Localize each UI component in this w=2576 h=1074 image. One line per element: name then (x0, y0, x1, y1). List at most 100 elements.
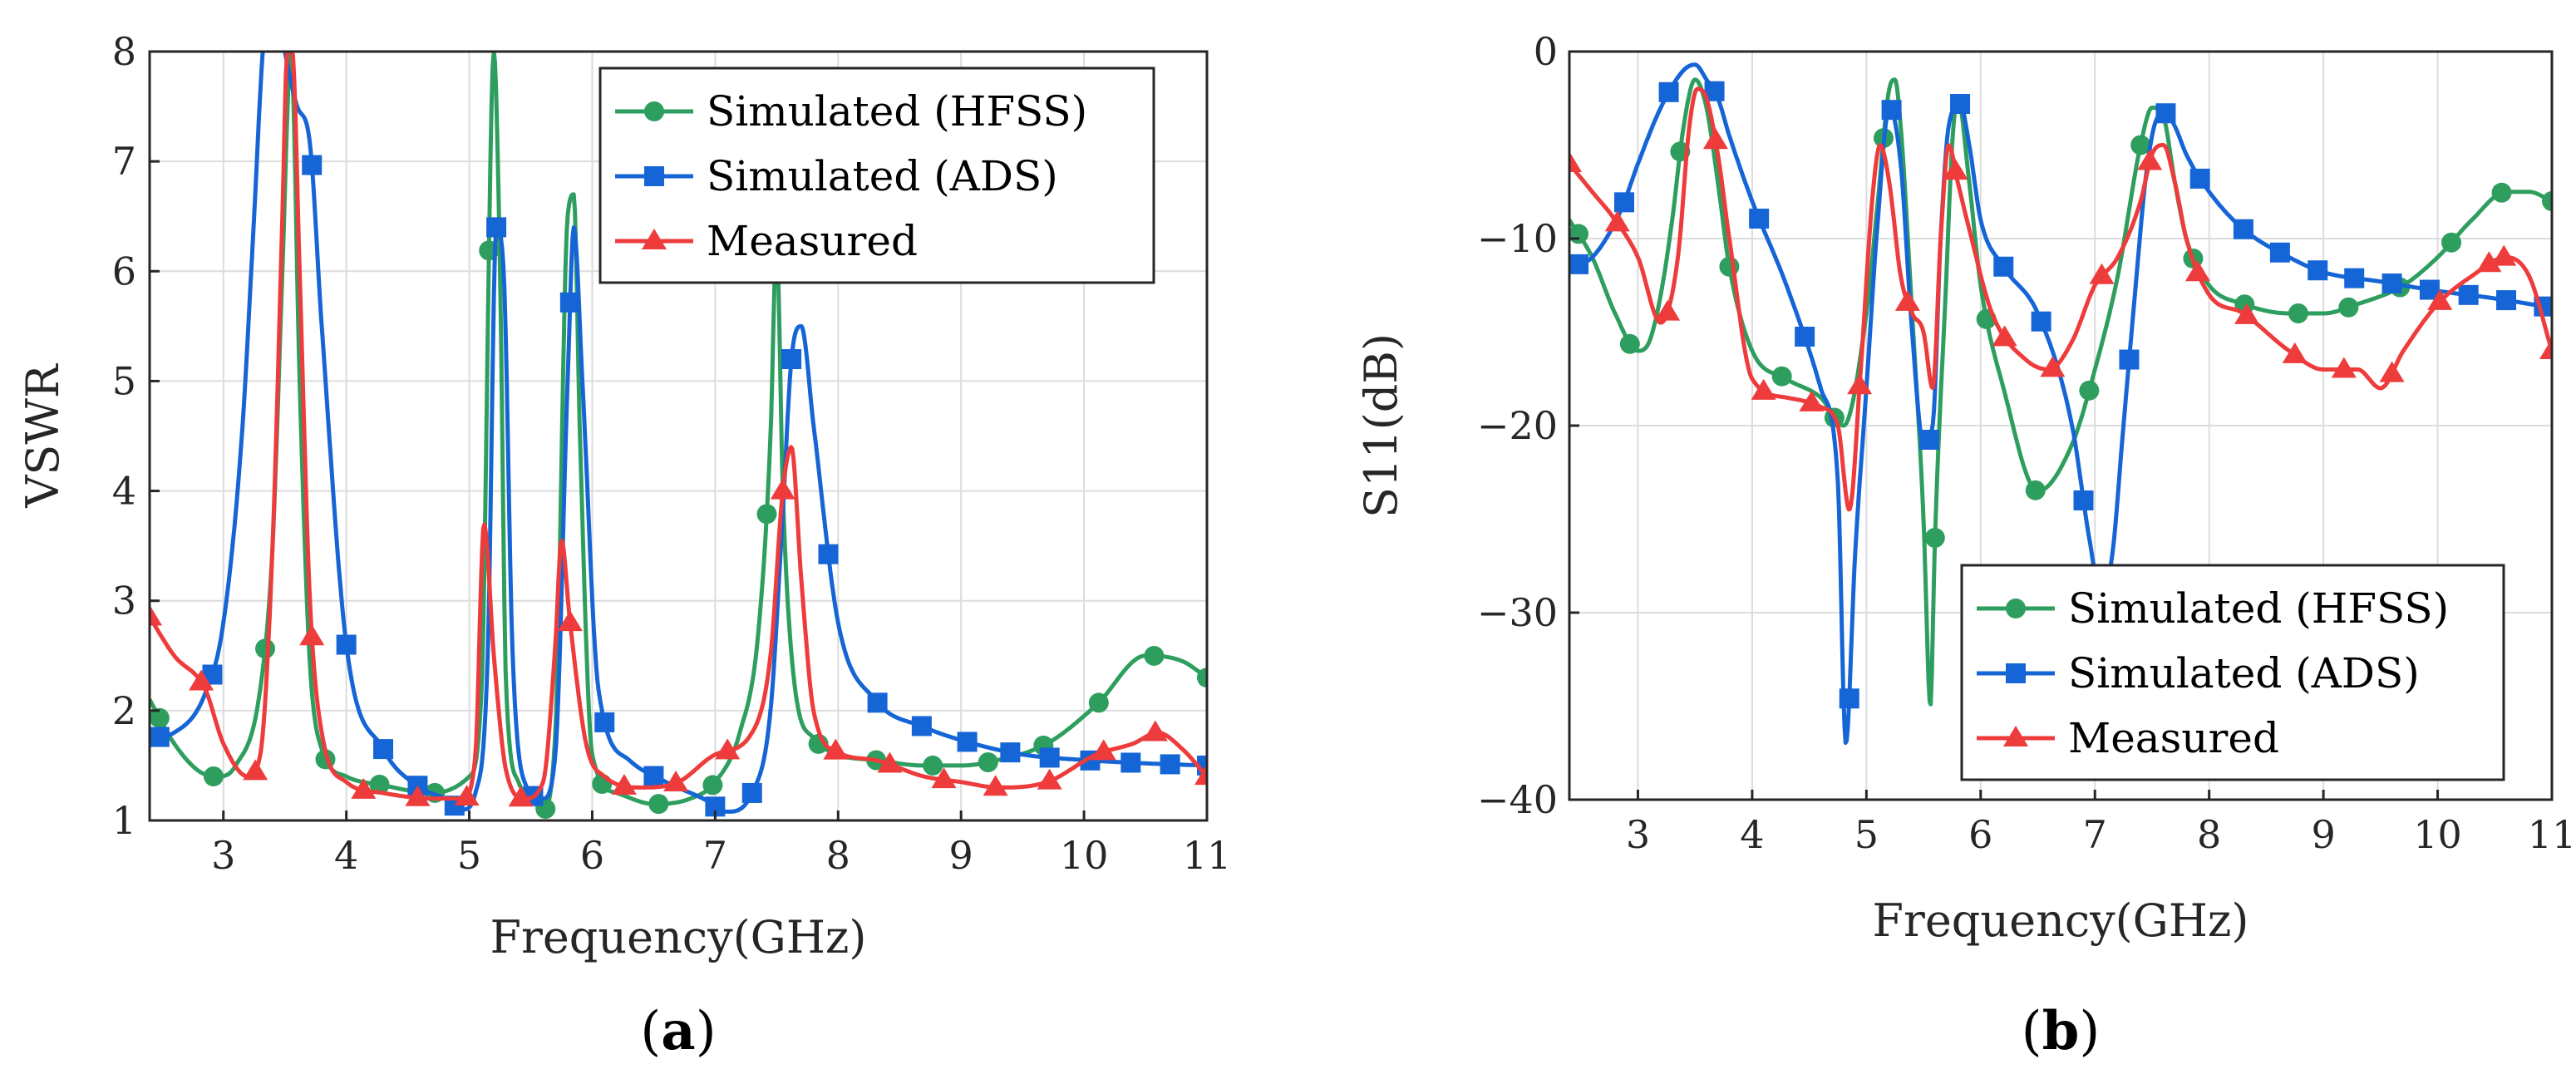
data-point (2031, 311, 2051, 332)
x-tick-label: 10 (1060, 833, 1109, 878)
data-point (2539, 338, 2552, 359)
data-point (770, 478, 795, 500)
x-tick-label: 5 (457, 833, 481, 878)
legend-marker (642, 229, 667, 249)
data-point (2379, 361, 2405, 382)
data-point (336, 634, 357, 655)
data-point (594, 712, 615, 732)
data-point (823, 738, 849, 760)
data-point (923, 755, 943, 776)
y-tick-label: 7 (112, 139, 136, 184)
data-point (781, 349, 802, 369)
data-point (1091, 739, 1116, 761)
data-point (702, 775, 723, 796)
data-point (648, 794, 669, 815)
data-point (373, 739, 394, 760)
data-point (2233, 219, 2253, 239)
legend-marker (644, 101, 664, 121)
series-triangle (1569, 86, 2552, 512)
chart-b: 3 4 5 6 7 8 9 10 11 0 −10 −20 −30 −40 Frequency(GHz) S1… (1355, 29, 2576, 1062)
data-point (1992, 325, 2017, 347)
data-point (559, 292, 580, 313)
legend-item: Simulated (ADS) (615, 152, 1058, 200)
data-point (243, 759, 268, 781)
legend-item: Simulated (ADS) (1977, 649, 2420, 697)
caption-open: ( (2022, 1001, 2042, 1062)
panel-caption: (b) (2022, 1000, 2101, 1062)
x-tick-label: 4 (334, 833, 358, 878)
legend-label: Simulated (HFSS) (707, 87, 1087, 135)
data-point (1037, 768, 1062, 790)
data-point (2040, 356, 2066, 377)
data-point (983, 775, 1008, 796)
y-tick-label: −40 (1477, 777, 1558, 822)
legend-label: Simulated (ADS) (707, 152, 1058, 200)
data-point (2542, 191, 2552, 211)
caption-open: ( (640, 1001, 661, 1062)
data-point (2441, 232, 2462, 253)
data-point (1918, 430, 1939, 451)
data-point (2331, 357, 2357, 378)
legend: Simulated (HFSS) Simulated (ADS) Measured (1960, 564, 2505, 781)
x-tick-label: 6 (1968, 812, 1992, 857)
data-point (150, 707, 170, 728)
data-point (2476, 251, 2502, 273)
series-triangle (150, 52, 1207, 807)
x-tick-label: 10 (2413, 812, 2462, 857)
data-point (369, 774, 390, 795)
data-point (508, 786, 534, 807)
data-point (957, 732, 978, 752)
data-point (1039, 747, 1060, 768)
chart-a: 3 4 5 6 7 8 9 10 1112345678Frequency(GHz)VSWRSim… (17, 29, 1231, 1062)
legend-item: Simulated (HFSS) (1977, 584, 2449, 633)
data-point (2427, 288, 2453, 310)
y-axis-label: VSWR (17, 363, 69, 508)
data-point (2073, 490, 2094, 510)
legend-marker (644, 166, 664, 186)
data-point (611, 774, 637, 796)
data-point (1197, 668, 1207, 688)
x-tick-label: 3 (1626, 812, 1650, 857)
data-point (2381, 273, 2402, 294)
data-point (150, 727, 170, 747)
x-tick-label: 7 (703, 833, 727, 878)
data-point (2282, 342, 2308, 363)
data-point (931, 767, 957, 789)
data-point (2079, 380, 2100, 401)
data-point (1655, 299, 1681, 321)
data-point (818, 544, 839, 564)
x-tick-label: 6 (580, 833, 604, 878)
data-point (2496, 290, 2517, 311)
data-point (203, 766, 224, 786)
data-point (150, 604, 162, 626)
legend-item: Simulated (HFSS) (615, 87, 1087, 135)
data-point (911, 716, 932, 737)
legend-marker (2006, 663, 2026, 683)
y-tick-label: 1 (112, 798, 136, 843)
data-point (1771, 366, 1792, 387)
y-tick-label: 5 (112, 358, 136, 403)
y-tick-label: −10 (1477, 216, 1558, 261)
data-point (2137, 149, 2163, 170)
data-point (1088, 692, 1109, 713)
data-point (1658, 81, 1679, 102)
data-point (2155, 103, 2176, 124)
data-point (1847, 373, 1873, 395)
x-tick-label: 9 (949, 833, 973, 878)
data-point (663, 770, 689, 791)
data-point (2119, 349, 2140, 370)
data-point (1000, 742, 1021, 763)
data-point (1142, 720, 1168, 741)
data-point (2344, 268, 2365, 288)
legend: Simulated (HFSS) Simulated (ADS) Measured (598, 67, 1155, 284)
data-point (1619, 333, 1640, 354)
data-point (1613, 192, 1634, 213)
y-tick-label: 3 (112, 579, 136, 623)
legend-item: Measured (1977, 714, 2279, 762)
legend-label: Measured (707, 217, 918, 265)
panel-caption: (a) (640, 1000, 716, 1062)
data-point (2025, 480, 2046, 500)
x-tick-label: 4 (1740, 812, 1764, 857)
y-tick-label: −30 (1477, 590, 1558, 635)
